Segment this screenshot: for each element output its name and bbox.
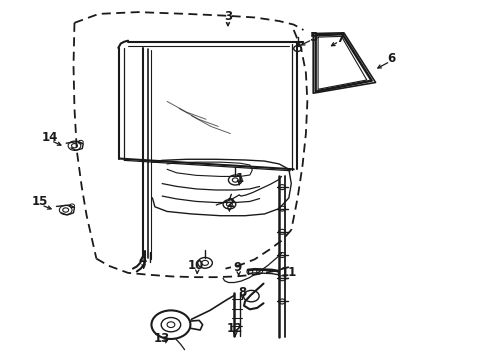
Text: 4: 4 <box>139 254 147 267</box>
Text: 6: 6 <box>387 52 395 65</box>
Text: 10: 10 <box>188 259 204 272</box>
Text: 7: 7 <box>336 32 344 45</box>
Text: 12: 12 <box>227 322 244 335</box>
Text: 13: 13 <box>154 333 171 346</box>
Text: 15: 15 <box>32 195 49 208</box>
Text: 8: 8 <box>239 286 246 299</box>
Text: 5: 5 <box>309 31 318 44</box>
Text: 11: 11 <box>281 266 297 279</box>
Text: 14: 14 <box>42 131 58 144</box>
Text: 3: 3 <box>224 10 232 23</box>
Text: 1: 1 <box>236 172 244 185</box>
Text: 2: 2 <box>226 197 234 210</box>
Text: 9: 9 <box>234 261 242 274</box>
